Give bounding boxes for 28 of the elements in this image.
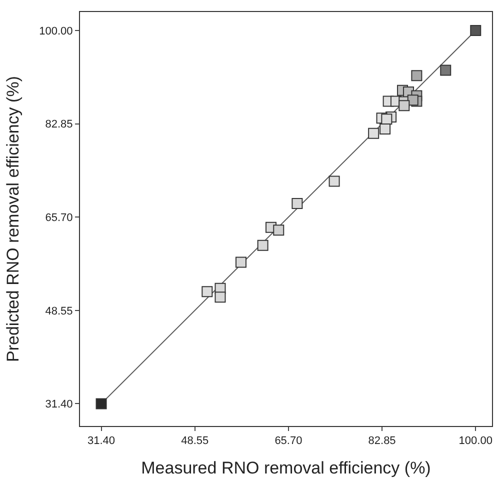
x-tick-label: 100.00 [458, 435, 492, 448]
point [470, 25, 482, 36]
point [381, 114, 392, 125]
point [257, 240, 268, 251]
point [328, 176, 340, 187]
y-axis-title: Predicted RNO removal efficiency (%) [4, 76, 23, 362]
y-tick-label: 100.00 [39, 25, 73, 38]
y-tick-label: 48.55 [45, 305, 73, 318]
point [398, 100, 410, 112]
point [380, 123, 391, 134]
point [273, 224, 284, 236]
x-tick-label: 65.70 [274, 435, 302, 448]
x-tick-label: 48.55 [181, 435, 209, 448]
point [202, 286, 213, 298]
y-tick-label: 65.70 [45, 212, 73, 224]
point [440, 64, 452, 76]
point [235, 256, 246, 268]
point [292, 198, 303, 209]
x-tick-label: 82.85 [368, 435, 396, 448]
x-axis-title: Measured RNO removal efficiency (%) [141, 458, 431, 478]
point [407, 94, 418, 106]
y-tick-label: 31.40 [45, 398, 73, 411]
y-tick-label: 82.85 [45, 118, 73, 131]
point [368, 128, 380, 139]
point [411, 70, 422, 82]
point [214, 292, 226, 303]
point [96, 398, 107, 410]
x-tick-label: 31.40 [88, 435, 116, 448]
